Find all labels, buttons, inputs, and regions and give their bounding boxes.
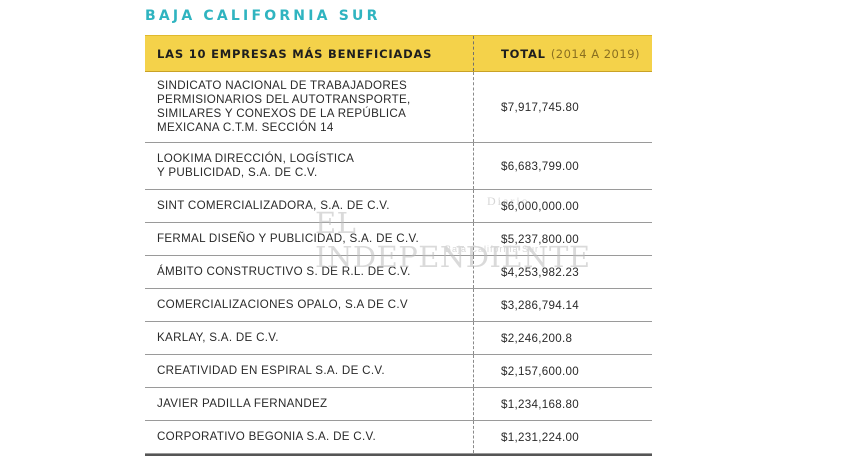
company-name: KARLAY, S.A. DE C.V.: [157, 331, 279, 344]
company-name: COMERCIALIZACIONES OPALO, S.A DE C.V: [157, 298, 408, 311]
table-body: SINDICATO NACIONAL DE TRABAJADORES PERMI…: [145, 72, 652, 454]
region-title: BAJA CALIFORNIA SUR: [145, 8, 381, 24]
company-total: $1,234,168.80: [473, 388, 652, 420]
company-total: $6,683,799.00: [473, 143, 652, 189]
company-total: $2,157,600.00: [473, 355, 652, 387]
company-name: SINT COMERCIALIZADORA, S.A. DE C.V.: [157, 199, 390, 212]
company-total: $4,253,982.23: [473, 256, 652, 288]
company-total: $6,000,000.00: [473, 190, 652, 222]
company-total: $1,231,224.00: [473, 421, 652, 453]
header-total-period: (2014 A 2019): [550, 46, 640, 61]
table-row: SINT COMERCIALIZADORA, S.A. DE C.V. $6,00…: [145, 190, 652, 223]
table-row: CREATIVIDAD EN ESPIRAL S.A. DE C.V. $2,15…: [145, 355, 652, 388]
company-total: $5,237,800.00: [473, 223, 652, 255]
table-row: LOOKIMA DIRECCIÓN, LOGÍSTICA Y PUBLICIDA…: [145, 143, 652, 190]
company-name: CORPORATIVO BEGONIA S.A. DE C.V.: [157, 430, 376, 443]
table-row: CORPORATIVO BEGONIA S.A. DE C.V. $1,231,2…: [145, 421, 652, 454]
table-row: FERMAL DISEÑO Y PUBLICIDAD, S.A. DE C.V.…: [145, 223, 652, 256]
table-row: JAVIER PADILLA FERNANDEZ $1,234,168.80: [145, 388, 652, 421]
table-row: KARLAY, S.A. DE C.V. $2,246,200.8: [145, 322, 652, 355]
header-total: TOTAL: [501, 46, 546, 61]
table-header: LAS 10 EMPRESAS MÁS BENEFICIADAS TOTAL (…: [145, 35, 652, 72]
company-total: $3,286,794.14: [473, 289, 652, 321]
companies-table: LAS 10 EMPRESAS MÁS BENEFICIADAS TOTAL (…: [145, 35, 652, 456]
company-name: ÁMBITO CONSTRUCTIVO S. DE R.L. DE C.V.: [157, 265, 411, 278]
company-name: JAVIER PADILLA FERNANDEZ: [157, 397, 328, 410]
header-total-cell: TOTAL (2014 A 2019): [473, 36, 652, 71]
company-total: $7,917,745.80: [473, 72, 652, 142]
table-row: SINDICATO NACIONAL DE TRABAJADORES PERMI…: [145, 72, 652, 143]
company-name: FERMAL DISEÑO Y PUBLICIDAD, S.A. DE C.V.: [157, 232, 419, 245]
company-name: SINDICATO NACIONAL DE TRABAJADORES PERMI…: [157, 79, 411, 134]
table-row: ÁMBITO CONSTRUCTIVO S. DE R.L. DE C.V. $4…: [145, 256, 652, 289]
table-row: COMERCIALIZACIONES OPALO, S.A DE C.V $3,2…: [145, 289, 652, 322]
company-name: LOOKIMA DIRECCIÓN, LOGÍSTICA Y PUBLICIDA…: [157, 152, 355, 179]
company-total: $2,246,200.8: [473, 322, 652, 354]
header-company: LAS 10 EMPRESAS MÁS BENEFICIADAS: [157, 46, 433, 61]
company-name: CREATIVIDAD EN ESPIRAL S.A. DE C.V.: [157, 364, 385, 377]
